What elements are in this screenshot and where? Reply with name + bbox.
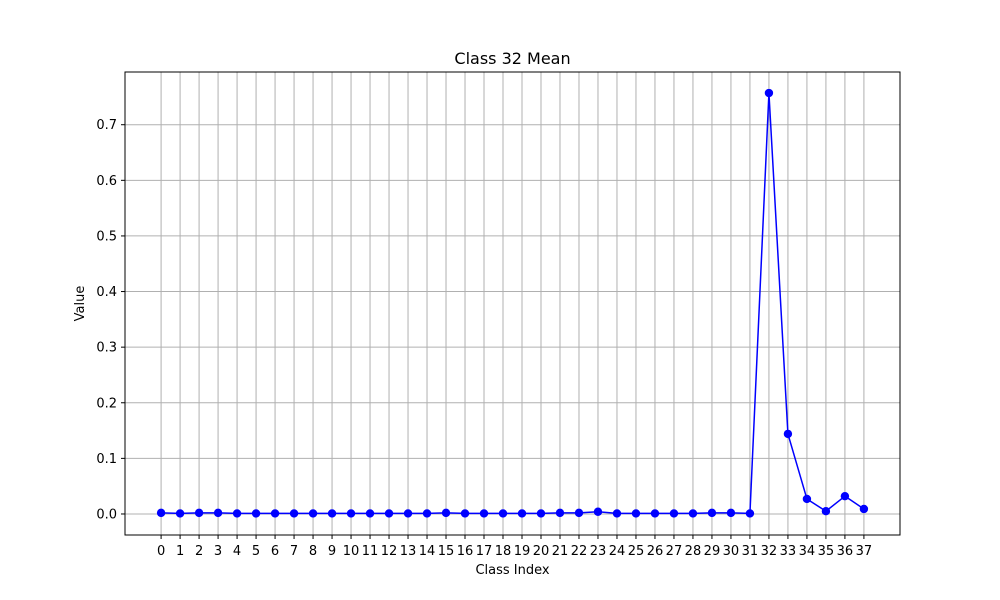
data-point [213,508,223,518]
data-point [441,508,451,518]
data-point [251,509,261,518]
data-point [612,509,622,518]
x-tick-label: 2 [195,544,203,559]
data-point [517,509,527,518]
data-point [308,509,318,518]
x-tick-label: 36 [837,544,854,559]
x-axis-ticks: 0 1 2 3 4 5 6 7 8 9 10 11 12 13 14 15 16 17 18 19 20 21 22 23 24… [157,535,872,559]
x-tick-label: 22 [571,544,588,559]
data-point [555,508,565,518]
x-tick-label: 24 [609,544,626,559]
x-tick-label: 8 [309,544,317,559]
x-tick-label: 30 [723,544,740,559]
data-point [175,509,185,518]
data-point [346,509,356,518]
y-tick-label: 0.6 [96,174,117,189]
x-tick-label: 37 [856,544,873,559]
grid [125,72,900,535]
data-point [821,506,831,516]
data-point [384,509,394,518]
y-axis-label: Value [73,286,88,322]
x-tick-label: 32 [761,544,778,559]
y-axis-ticks: 0.0 0.1 0.2 0.3 0.4 0.5 0.6 0.7 [96,118,125,522]
data-point [764,88,774,98]
x-tick-label: 1 [176,544,184,559]
data-point [365,509,375,518]
data-point [479,509,489,518]
x-tick-label: 0 [157,544,165,559]
data-point [593,507,603,516]
x-tick-label: 12 [381,544,398,559]
data-point [156,508,166,518]
data-point [498,509,508,518]
x-tick-label: 21 [552,544,569,559]
data-point [289,509,299,518]
plot-area-frame [124,71,901,536]
chart-title: Class 32 Mean [454,49,570,68]
x-tick-label: 18 [495,544,512,559]
data-point [631,509,641,518]
data-point [802,494,812,504]
y-tick-label: 0.1 [96,452,117,467]
data-point [650,509,660,518]
data-point [422,509,432,518]
data-point [707,508,717,518]
y-tick-label: 0.7 [96,118,117,133]
data-point [783,429,793,439]
y-tick-label: 0.5 [96,229,117,244]
series-line [161,92,865,515]
y-tick-label: 0.0 [96,507,117,522]
data-point [232,509,242,518]
series-line-class-32-mean [161,92,865,515]
x-tick-label: 3 [214,544,222,559]
x-tick-label: 19 [514,544,531,559]
x-tick-label: 11 [362,544,379,559]
x-tick-label: 4 [233,544,241,559]
data-point [859,504,869,514]
data-point [327,509,337,518]
data-point [688,509,698,518]
data-point [726,508,736,518]
x-tick-label: 26 [647,544,664,559]
x-tick-label: 28 [685,544,702,559]
x-tick-label: 15 [438,544,455,559]
x-tick-label: 5 [252,544,260,559]
data-point [574,508,584,518]
x-tick-label: 25 [628,544,645,559]
x-tick-label: 14 [419,544,436,559]
x-tick-label: 7 [290,544,298,559]
y-tick-label: 0.3 [96,341,117,356]
data-point [460,509,470,518]
x-tick-label: 27 [666,544,683,559]
x-tick-label: 33 [780,544,797,559]
data-point [840,491,850,501]
data-point [270,509,280,518]
x-tick-label: 6 [271,544,279,559]
data-point [745,509,755,518]
x-tick-label: 29 [704,544,721,559]
x-tick-label: 34 [799,544,816,559]
series-markers [156,88,869,518]
x-tick-label: 35 [818,544,835,559]
x-tick-label: 16 [457,544,474,559]
x-tick-label: 13 [400,544,417,559]
data-point [194,508,204,518]
x-axis-label: Class Index [475,563,549,578]
x-tick-label: 23 [590,544,607,559]
data-point [536,509,546,518]
x-tick-label: 31 [742,544,759,559]
x-tick-label: 20 [533,544,550,559]
x-tick-label: 17 [476,544,493,559]
data-point [669,509,679,518]
data-point [403,509,413,518]
y-tick-label: 0.2 [96,396,117,411]
x-tick-label: 9 [328,544,336,559]
y-tick-label: 0.4 [96,285,117,300]
x-tick-label: 10 [343,544,360,559]
